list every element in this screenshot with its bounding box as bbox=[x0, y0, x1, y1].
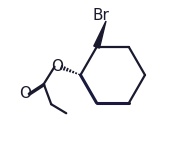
Text: O: O bbox=[19, 86, 31, 101]
Text: O: O bbox=[51, 59, 63, 74]
Text: Br: Br bbox=[92, 8, 109, 23]
Polygon shape bbox=[94, 21, 106, 48]
